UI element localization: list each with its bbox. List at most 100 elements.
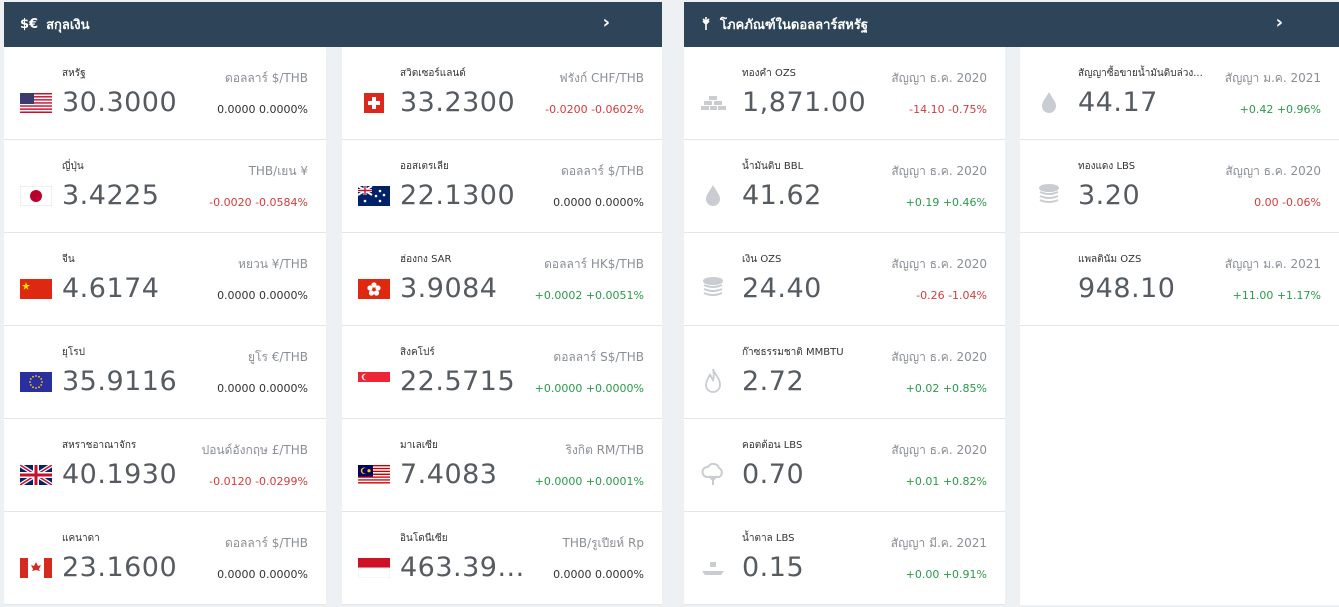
quote-unit: สัญญา ธ.ค. 2020 [891,71,987,85]
quote-value: 3.4225 [62,180,160,211]
quote-card[interactable]: มาเลเซีย 7.4083 ริงกิต RM/THB +0.0000 +0.00… [342,419,662,512]
currency-header[interactable]: $€ สกุลเงิน › [4,2,662,47]
quote-card[interactable]: ออสเตรเลีย 22.1300 ดอลลาร์ $/THB 0.0000 0.0… [342,140,662,233]
quote-card[interactable]: เงิน OZS 24.40 สัญญา ธ.ค. 2020 -0.26 -1.04% [684,233,1005,326]
eu-flag-icon [20,372,52,392]
commodities-panel: โภคภัณฑ์ในดอลลาร์สหรัฐ › ทองคำ OZS 1,871.… [684,2,1339,607]
quote-unit: THB/เยน ¥ [248,164,308,178]
quote-value: 7.4083 [400,459,498,490]
quote-card[interactable]: คอตต้อน LBS 0.70 สัญญา ธ.ค. 2020 +0.01 +0.8… [684,419,1005,512]
au-flag-icon [358,186,390,206]
quote-unit: สัญญา ธ.ค. 2020 [891,350,987,364]
quote-change: +0.0000 +0.0001% [534,475,644,488]
jp-flag-icon [20,186,52,206]
quote-name: สัญญาซื้อขายน้ำมันดิบล่วง... [1078,68,1203,79]
none-icon [1034,273,1064,303]
quote-unit: สัญญา ธ.ค. 2020 [891,257,987,271]
quote-value: 44.17 [1078,87,1158,118]
quote-change: 0.0000 0.0000% [217,568,308,581]
quote-unit: ดอลลาร์ $/THB [561,164,644,178]
quote-unit: สัญญา มี.ค. 2021 [890,536,987,550]
column-divider [1005,47,1020,607]
column-divider [326,47,342,607]
quote-card[interactable]: สิงคโปร์ 22.5715 ดอลลาร์ S$/THB +0.0000 +0.… [342,326,662,419]
quote-name: ญี่ปุ่น [62,161,84,172]
quote-unit: สัญญา ธ.ค. 2020 [891,164,987,178]
quote-card[interactable]: สหรัฐ 30.3000 ดอลลาร์ $/THB 0.0000 0.0000% [4,47,326,140]
commodities-header[interactable]: โภคภัณฑ์ในดอลลาร์สหรัฐ › [684,2,1339,47]
quote-card[interactable]: สหราชอาณาจักร 40.1930 ปอนด์อังกฤษ £/THB -0.… [4,419,326,512]
quote-name: ฮ่องกง SAR [400,254,452,265]
coins-icon [1034,180,1064,210]
quote-unit: ดอลลาร์ $/THB [225,536,308,550]
quote-value: 30.3000 [62,87,178,118]
chevron-right-icon[interactable]: › [1275,12,1283,33]
quote-value: 33.2300 [400,87,516,118]
chevron-right-icon[interactable]: › [602,12,610,33]
quote-card[interactable]: ก๊าซธรรมชาติ MMBTU 2.72 สัญญา ธ.ค. 2020 +0.… [684,326,1005,419]
quote-change: +0.0002 +0.0051% [534,289,644,302]
quote-name: ยุโรป [62,347,85,358]
quote-card[interactable]: ฮ่องกง SAR 3.9084 ดอลลาร์ HK$/THB +0.0002 +… [342,233,662,326]
quote-card[interactable]: แคนาดา 23.1600 ดอลลาร์ $/THB 0.0000 0.0000% [4,512,326,605]
quote-value: 2.72 [742,366,805,397]
quote-unit: สัญญา ม.ค. 2021 [1224,257,1321,271]
quote-card[interactable]: สวิตเซอร์แลนด์ 33.2300 ฟรังก์ CHF/THB -0.02… [342,47,662,140]
quote-value: 3.20 [1078,180,1141,211]
gold-bars-icon [698,87,728,117]
quote-change: +0.19 +0.46% [905,196,987,209]
quote-card[interactable]: สัญญาซื้อขายน้ำมันดิบล่วง... 44.17 สัญญา ม… [1020,47,1339,140]
quote-unit: หยวน ¥/THB [238,257,308,271]
cotton-icon [698,459,728,489]
quote-name: ออสเตรเลีย [400,161,449,172]
commodities-title: โภคภัณฑ์ในดอลลาร์สหรัฐ [720,18,869,33]
quote-name: แคนาดา [62,533,100,544]
quote-change: 0.0000 0.0000% [553,568,644,581]
quote-name: ทองแดง LBS [1078,161,1136,172]
quote-change: -0.0120 -0.0299% [209,475,308,488]
drop-icon [1034,87,1064,117]
quote-name: อินโดนีเซีย [400,533,448,544]
quote-unit: สัญญา ธ.ค. 2020 [891,443,987,457]
quote-change: 0.0000 0.0000% [217,103,308,116]
quote-name: น้ำมันดิบ BBL [742,161,804,172]
quote-card[interactable]: ทองแดง LBS 3.20 สัญญา ธ.ค. 2020 0.00 -0.06% [1020,140,1339,233]
quote-value: 3.9084 [400,273,498,304]
quote-name: เงิน OZS [742,254,782,265]
quote-unit: สัญญา ม.ค. 2021 [1224,71,1321,85]
quote-card[interactable]: ทองคำ OZS 1,871.00 สัญญา ธ.ค. 2020 -14.10 -… [684,47,1005,140]
quote-unit: ดอลลาร์ HK$/THB [544,257,644,271]
sugar-icon [698,552,728,582]
quote-value: 22.5715 [400,366,516,397]
quote-change: 0.00 -0.06% [1254,196,1321,209]
quote-change: 0.0000 0.0000% [217,382,308,395]
quote-change: +0.00 +0.91% [905,568,987,581]
quote-name: สิงคโปร์ [400,347,435,358]
quote-unit: THB/รูเปียห์ Rp [562,536,644,550]
quote-value: 23.1600 [62,552,178,583]
quote-value: 22.1300 [400,180,516,211]
ch-flag-icon [358,93,390,113]
quote-name: สหราชอาณาจักร [62,440,137,451]
quote-card[interactable]: ญี่ปุ่น 3.4225 THB/เยน ¥ -0.0020 -0.0584% [4,140,326,233]
quote-card[interactable]: น้ำตาล LBS 0.15 สัญญา มี.ค. 2021 +0.00 +0.9… [684,512,1005,605]
quote-value: 35.9116 [62,366,178,397]
quote-value: 0.15 [742,552,805,583]
quote-card[interactable]: จีน 4.6174 หยวน ¥/THB 0.0000 0.0000% [4,233,326,326]
quote-unit: สัญญา ธ.ค. 2020 [1225,164,1321,178]
wheat-icon [700,16,712,34]
quote-value: 4.6174 [62,273,160,304]
sg-flag-icon [358,372,390,392]
quote-card[interactable]: ยุโรป 35.9116 ยูโร €/THB 0.0000 0.0000% [4,326,326,419]
ca-flag-icon [20,558,52,578]
quote-name: สวิตเซอร์แลนด์ [400,68,466,79]
quote-card[interactable]: แพลตินัม OZS 948.10 สัญญา ม.ค. 2021 +11.00 … [1020,233,1339,326]
quote-name: ก๊าซธรรมชาติ MMBTU [742,347,844,358]
quote-change: +11.00 +1.17% [1232,289,1321,302]
quote-card[interactable]: น้ำมันดิบ BBL 41.62 สัญญา ธ.ค. 2020 +0.19 +… [684,140,1005,233]
quote-change: +0.02 +0.85% [905,382,987,395]
currency-title: สกุลเงิน [46,18,90,33]
quote-change: -0.0020 -0.0584% [209,196,308,209]
quote-card[interactable]: อินโดนีเซีย 463.39... THB/รูเปียห์ Rp 0.000… [342,512,662,605]
quote-unit: ดอลลาร์ $/THB [225,71,308,85]
